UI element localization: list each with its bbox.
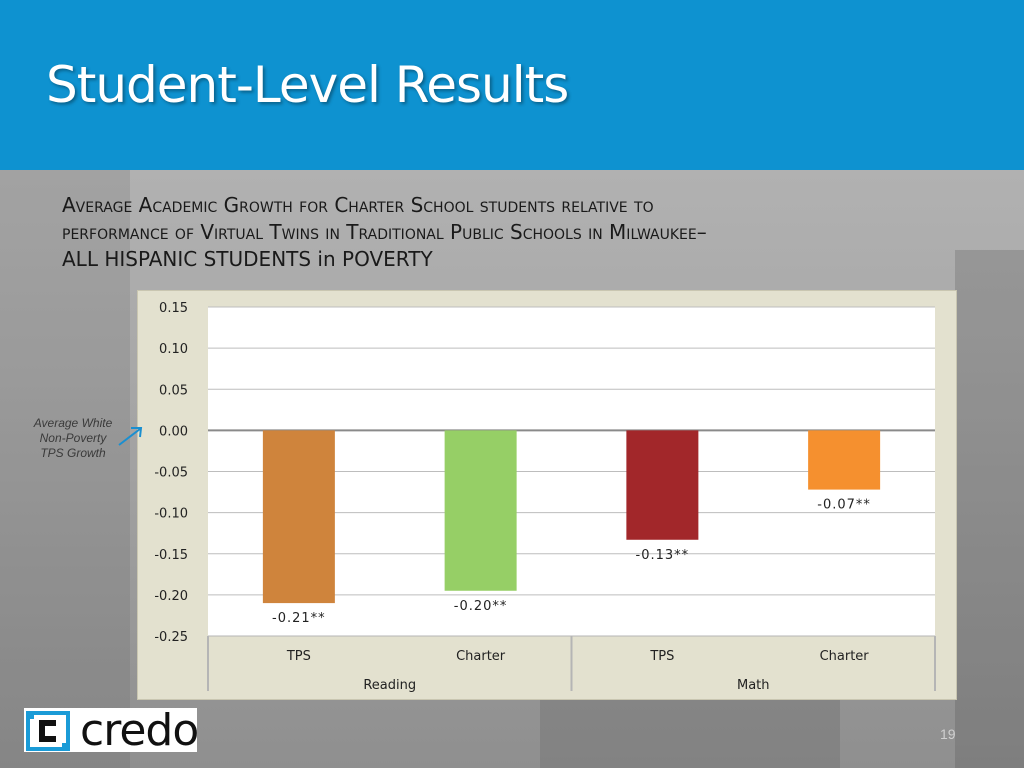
data-label: -0.13** [636,548,690,563]
slide-title: Student-Level Results [46,56,569,114]
credo-c-icon [26,711,70,751]
x-category-label: Charter [820,649,870,664]
background-building-center [540,700,840,768]
x-category-label: TPS [286,649,311,664]
y-tick-label: -0.25 [154,630,188,645]
credo-logo: credo [24,705,199,756]
bar [262,430,335,604]
bar [626,430,699,540]
x-category-label: Charter [456,649,506,664]
background-building-right [955,250,1024,768]
y-tick-label: -0.20 [154,589,188,604]
data-label: -0.20** [454,599,508,614]
y-tick-label: 0.15 [159,301,188,316]
baseline-annotation: Average White Non-Poverty TPS Growth [33,416,113,460]
header-band [0,0,1024,170]
y-tick-label: -0.15 [154,548,188,563]
x-group-label: Reading [363,678,416,693]
y-tick-label: -0.10 [154,507,188,522]
data-label: -0.07** [817,498,871,513]
subtitle-line-1: Average Academic Growth for Charter Scho… [62,193,654,217]
bar [444,430,517,591]
subtitle-line-3: ALL HISPANIC STUDENTS in POVERTY [62,247,433,271]
bar-chart: 0.15 0.10 0.05 0.00 -0.05 -0.10 -0.15 -0.20 -0.2… [154,301,936,693]
chart-frame: 0.15 0.10 0.05 0.00 -0.05 -0.10 -0.15 -0.20 -0.2… [137,290,957,700]
data-label: -0.21** [272,611,326,626]
x-category-label: TPS [649,649,674,664]
y-tick-label: 0.00 [159,424,188,439]
slide-subtitle: Average Academic Growth for Charter Scho… [62,192,962,273]
page-number: 19 [940,726,956,742]
y-tick-label: -0.05 [154,466,188,481]
background-building-left [0,170,130,768]
y-tick-label: 0.05 [159,383,188,398]
subtitle-line-2: performance of Virtual Twins in Traditio… [62,220,707,244]
y-tick-label: 0.10 [159,342,188,357]
x-group-label: Math [737,678,770,693]
credo-logo-text: credo [80,705,199,756]
annotation-arrow-icon [118,427,143,446]
bar [808,430,881,490]
